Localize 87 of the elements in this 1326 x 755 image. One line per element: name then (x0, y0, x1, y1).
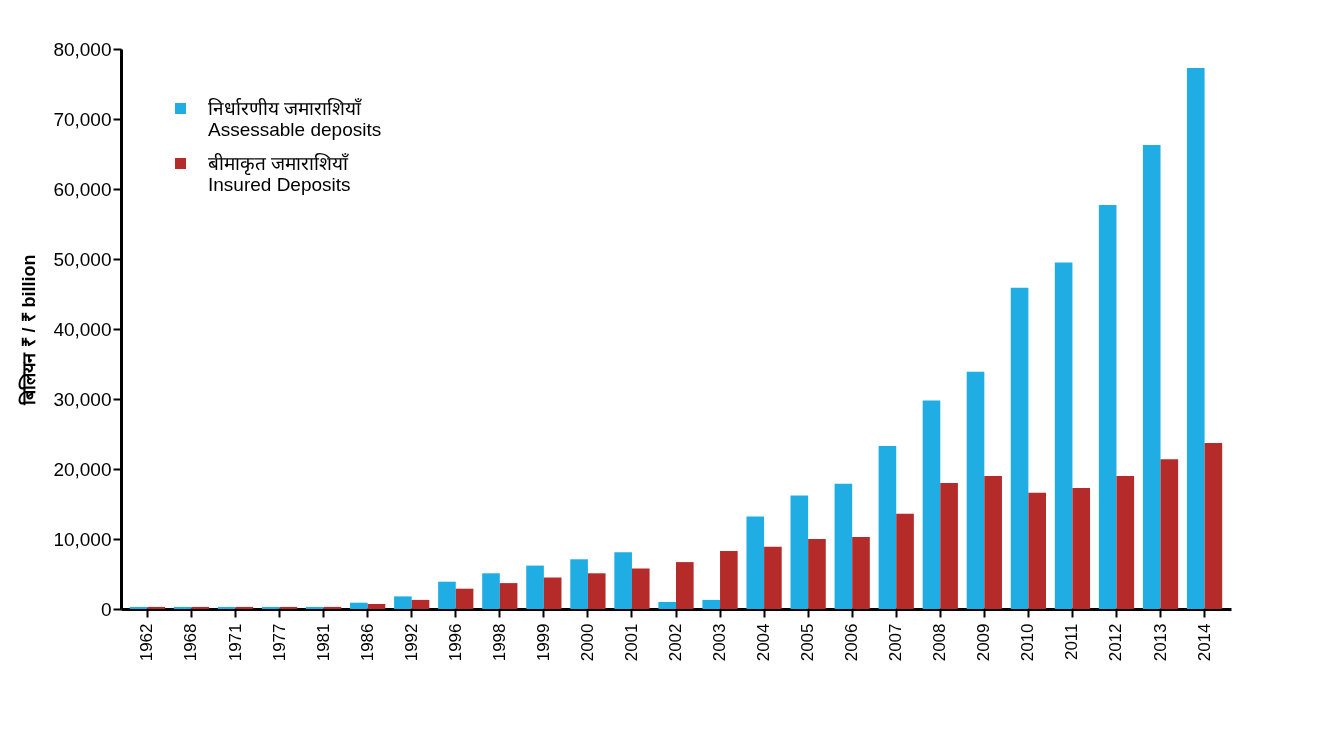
bar (676, 562, 694, 609)
bar (482, 573, 500, 609)
x-tick-label: 1992 (401, 623, 421, 662)
x-tick-label: 1996 (445, 623, 465, 662)
bar (834, 483, 853, 609)
x-tick-label: 1986 (357, 623, 377, 662)
bar (570, 559, 588, 609)
bar (1098, 205, 1117, 609)
y-tick-label: 80,000 (53, 38, 112, 60)
bar (543, 577, 562, 609)
bar (852, 536, 870, 609)
x-tick-label: 2009 (974, 623, 994, 662)
x-tick-label: 2006 (842, 623, 862, 662)
bar (878, 445, 897, 609)
x-tick-label: 1998 (489, 623, 509, 662)
x-tick-label: 2013 (1150, 623, 1170, 662)
y-tick-label: 40,000 (53, 318, 112, 340)
bar (323, 606, 342, 609)
bar (764, 546, 782, 609)
x-tick-label: 2010 (1018, 623, 1038, 662)
x-tick-label: 2003 (710, 623, 730, 662)
bar (191, 606, 210, 609)
bar (261, 606, 280, 609)
bar (966, 371, 985, 609)
y-tick-label: 10,000 (53, 528, 112, 550)
bar (720, 550, 738, 609)
bar (808, 539, 826, 609)
x-tick-label: 2008 (930, 623, 950, 662)
bar (1010, 287, 1029, 609)
bar (984, 476, 1002, 609)
x-tick-label: 1999 (533, 623, 553, 662)
bar (411, 599, 430, 609)
x-tick-label: 2000 (577, 623, 597, 662)
y-tick-label: 30,000 (53, 388, 112, 410)
y-tick-label: 20,000 (53, 458, 112, 480)
bar (279, 606, 298, 609)
bar (790, 495, 809, 609)
x-tick-label: 1981 (313, 623, 333, 662)
bar (526, 565, 544, 609)
x-tick-label: 1968 (181, 623, 201, 662)
bar (455, 588, 474, 609)
bar (1116, 476, 1135, 609)
legend-label: निर्धारणीय जमाराशियाँ Assessable deposits (208, 96, 382, 140)
y-axis-title: बिलियन ₹ / ₹ billion (18, 254, 40, 406)
bar (129, 606, 148, 609)
bar (147, 606, 166, 609)
y-tick-label: 50,000 (53, 248, 112, 270)
bar (896, 513, 914, 609)
bar (658, 602, 676, 609)
x-tick-label: 2007 (886, 623, 906, 662)
bar (306, 606, 324, 609)
bar (631, 568, 650, 609)
bar (922, 400, 941, 609)
bar (746, 516, 765, 609)
bar (235, 606, 254, 609)
bar (940, 483, 958, 609)
x-tick-label: 2014 (1194, 623, 1214, 662)
x-tick-label: 2004 (754, 623, 774, 662)
x-tick-label: 2012 (1106, 623, 1126, 662)
bar (394, 596, 412, 609)
bar (587, 573, 606, 609)
bar (702, 599, 721, 609)
x-tick-label: 1962 (137, 623, 157, 662)
y-tick-label: 70,000 (53, 108, 112, 130)
bar (614, 552, 632, 609)
legend-label: बीमाकृत जमाराशियाँ Insured Deposits (208, 151, 351, 195)
bar (1072, 487, 1091, 609)
bar (1204, 443, 1223, 609)
x-tick-label: 2001 (621, 623, 641, 662)
bar (217, 606, 236, 609)
bar (1160, 459, 1179, 609)
bar (1028, 492, 1046, 609)
bar (1054, 262, 1073, 609)
x-tick-label: 2011 (1062, 623, 1082, 661)
bar (1142, 144, 1161, 609)
bar (438, 581, 456, 609)
x-tick-label: 1977 (269, 623, 289, 662)
bar (1186, 67, 1205, 609)
y-tick-label: 60,000 (53, 178, 112, 200)
x-tick-label: 1971 (225, 623, 245, 662)
bar (173, 606, 192, 609)
bar (367, 604, 386, 609)
bar (499, 583, 518, 609)
y-tick-label: 0 (100, 598, 112, 620)
x-tick-label: 2002 (666, 623, 685, 662)
bar (350, 602, 368, 609)
x-tick-label: 2005 (798, 623, 818, 662)
